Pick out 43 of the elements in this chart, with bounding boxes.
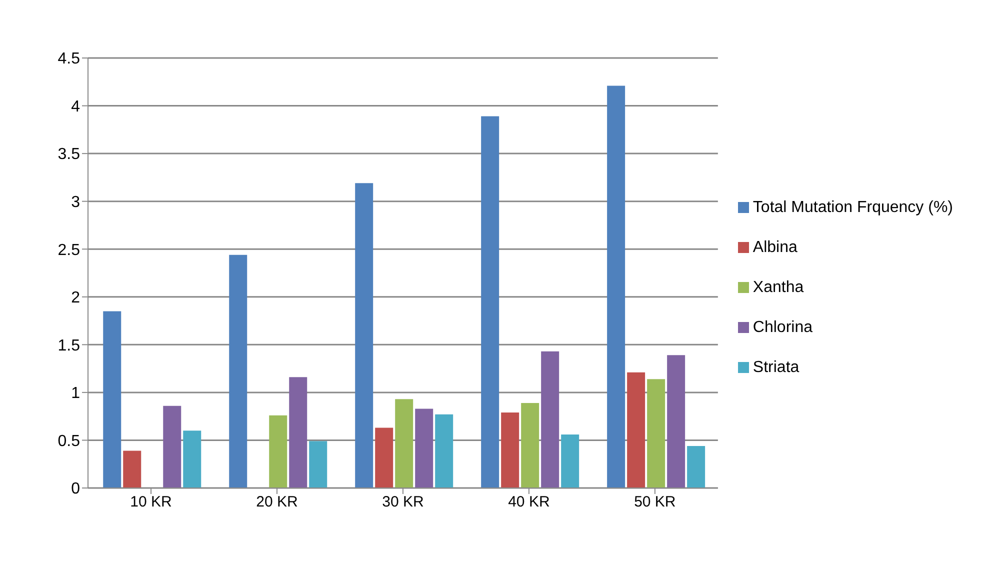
legend-label: Xantha	[752, 279, 804, 296]
legend-label: Albina	[752, 239, 798, 256]
y-tick-label: 0	[71, 480, 80, 498]
x-tick-label: 50 KR	[634, 494, 676, 511]
bar	[435, 414, 454, 488]
bar	[687, 446, 706, 488]
bar	[289, 377, 308, 488]
y-tick-label: 2	[71, 290, 80, 307]
x-tick-label: 20 KR	[256, 494, 298, 511]
x-tick-label: 30 KR	[382, 494, 424, 511]
y-tick-label: 1.5	[58, 337, 80, 354]
bar	[103, 311, 122, 488]
bar	[163, 406, 182, 488]
bar	[375, 428, 394, 488]
bar	[415, 408, 434, 488]
bar	[269, 415, 288, 488]
bar	[667, 355, 686, 488]
bar	[647, 379, 666, 488]
bar	[395, 399, 414, 488]
legend-label: Chlorina	[752, 319, 813, 336]
y-tick-label: 3.5	[58, 146, 80, 164]
bar	[561, 434, 580, 488]
y-tick-label: 2.5	[58, 242, 80, 259]
bar	[481, 116, 500, 488]
bar	[183, 430, 202, 488]
bar	[229, 254, 248, 488]
y-tick-label: 0.5	[58, 432, 80, 450]
y-tick-label: 4	[71, 98, 80, 116]
bar	[627, 372, 646, 488]
bar	[541, 351, 560, 488]
legend-label: Total Mutation Frquency (%)	[752, 199, 953, 216]
y-tick-label: 4.5	[58, 50, 80, 68]
bar	[521, 402, 540, 488]
x-tick-label: 40 KR	[508, 494, 550, 511]
legend-label: Striata	[752, 359, 800, 376]
y-tick-label: 3	[71, 194, 80, 212]
bar	[355, 183, 374, 488]
x-tick-label: 10 KR	[130, 494, 172, 511]
bar	[309, 441, 328, 488]
bar	[501, 412, 520, 488]
bar	[123, 450, 142, 488]
bar	[607, 86, 626, 488]
y-tick-label: 1	[71, 385, 80, 402]
